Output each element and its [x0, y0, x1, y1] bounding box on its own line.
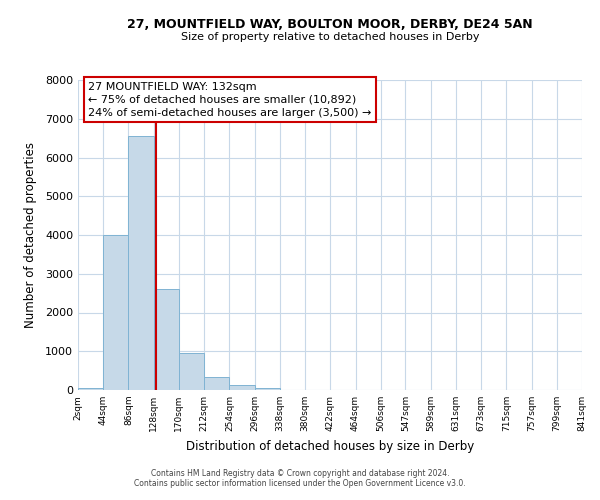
- Bar: [204, 377, 229, 390]
- Text: Contains HM Land Registry data © Crown copyright and database right 2024.: Contains HM Land Registry data © Crown c…: [151, 468, 449, 477]
- Text: Size of property relative to detached houses in Derby: Size of property relative to detached ho…: [181, 32, 479, 42]
- Text: Contains public sector information licensed under the Open Government Licence v3: Contains public sector information licen…: [134, 478, 466, 488]
- Text: 27, MOUNTFIELD WAY, BOULTON MOOR, DERBY, DE24 5AN: 27, MOUNTFIELD WAY, BOULTON MOOR, DERBY,…: [127, 18, 533, 30]
- Bar: [179, 353, 204, 390]
- Bar: [128, 136, 154, 390]
- Y-axis label: Number of detached properties: Number of detached properties: [23, 142, 37, 328]
- Bar: [103, 235, 128, 390]
- X-axis label: Distribution of detached houses by size in Derby: Distribution of detached houses by size …: [186, 440, 474, 452]
- Bar: [78, 388, 103, 390]
- Bar: [254, 388, 280, 390]
- Text: 27 MOUNTFIELD WAY: 132sqm
← 75% of detached houses are smaller (10,892)
24% of s: 27 MOUNTFIELD WAY: 132sqm ← 75% of detac…: [88, 82, 371, 118]
- Bar: [154, 289, 179, 390]
- Bar: [229, 385, 254, 390]
